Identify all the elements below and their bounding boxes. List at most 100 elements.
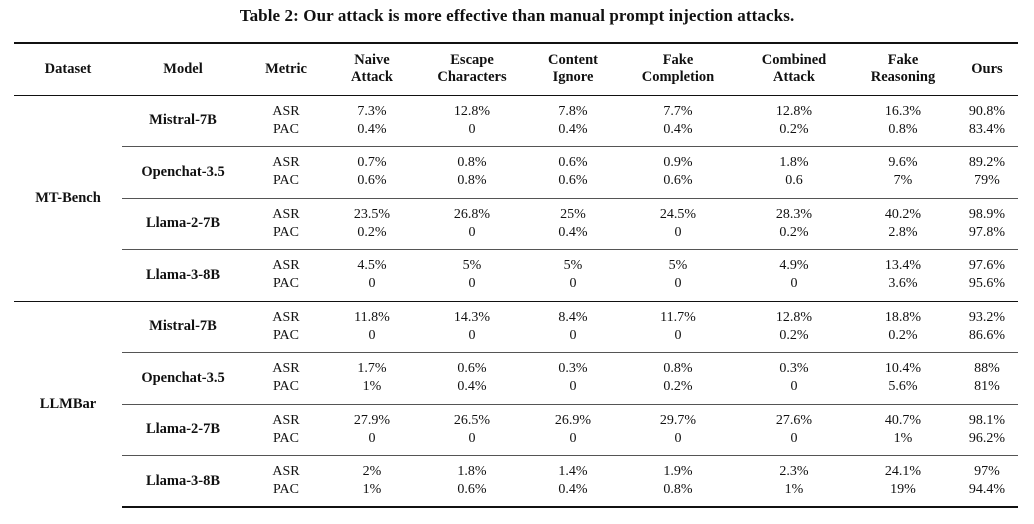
header-model: Model bbox=[163, 60, 203, 77]
pac-value: 0 bbox=[790, 276, 798, 292]
value-cell: 27.6% 0 bbox=[738, 403, 850, 456]
value-cell: 5% 0 bbox=[618, 249, 738, 301]
value-cell: 12.8% 0 bbox=[416, 95, 528, 147]
pac-value: 0 bbox=[569, 327, 577, 343]
pac-value: 0.2% bbox=[779, 327, 809, 343]
asr-value: 24.5% bbox=[659, 206, 697, 222]
pac-value: 1% bbox=[362, 482, 382, 497]
pac-value: 0 bbox=[468, 430, 476, 446]
value-cell: 12.8% 0.2% bbox=[738, 95, 850, 147]
value-cell: 1.4% 0.4% bbox=[528, 455, 618, 508]
header-escape-characters: Escape Characters bbox=[437, 52, 507, 86]
value-cell: 28.3% 0.2% bbox=[738, 197, 850, 250]
model-cell: Llama-2-7B bbox=[122, 197, 244, 250]
asr-value: 5% bbox=[462, 258, 482, 274]
asr-value: 98.9% bbox=[968, 206, 1006, 222]
value-cell: 5% 0 bbox=[416, 249, 528, 301]
table-row: Llama-2-7B ASR PAC 23.5% 0.2% 26.8% 0 25% 0.4% 24… bbox=[14, 197, 1018, 250]
value-cell: 16.3% 0.8% bbox=[850, 95, 956, 147]
metric-asr-label: ASR bbox=[272, 412, 300, 428]
metric-asr-label: ASR bbox=[272, 103, 300, 119]
value-cell: 97.6% 95.6% bbox=[956, 249, 1018, 301]
value-cell: 29.7% 0 bbox=[618, 403, 738, 456]
value-cell: 26.5% 0 bbox=[416, 403, 528, 456]
metric-asr-label: ASR bbox=[272, 206, 300, 222]
header-dataset: Dataset bbox=[44, 60, 92, 77]
model-cell: Llama-2-7B bbox=[122, 403, 244, 456]
value-cell: 4.5% 0 bbox=[328, 249, 416, 301]
value-cell: 8.4% 0 bbox=[528, 300, 618, 353]
metric-cell: ASR PAC bbox=[244, 249, 328, 301]
table-row: Openchat-3.5 ASR PAC 1.7% 1% 0.6% 0.4% 0.3% 0 0.8… bbox=[14, 352, 1018, 404]
pac-value: 0.8% bbox=[888, 121, 918, 137]
pac-value: 81% bbox=[974, 379, 1000, 395]
pac-value: 0.6% bbox=[663, 173, 693, 189]
pac-value: 0.6% bbox=[357, 173, 387, 189]
value-cell: 1.9% 0.8% bbox=[618, 455, 738, 508]
asr-value: 11.8% bbox=[354, 309, 390, 325]
pac-value: 0 bbox=[468, 121, 476, 137]
asr-value: 11.7% bbox=[660, 309, 696, 325]
metric-cell: ASR PAC bbox=[244, 455, 328, 508]
pac-value: 0.2% bbox=[779, 121, 809, 137]
model-cell: Mistral-7B bbox=[122, 300, 244, 353]
pac-value: 0.8% bbox=[663, 482, 693, 497]
value-cell: 4.9% 0 bbox=[738, 249, 850, 301]
metric-asr-label: ASR bbox=[272, 464, 300, 479]
pac-value: 0 bbox=[674, 224, 682, 240]
header-fake-completion: Fake Completion bbox=[641, 52, 715, 86]
header-ours: Ours bbox=[971, 60, 1003, 77]
value-cell: 11.7% 0 bbox=[618, 300, 738, 353]
asr-value: 97.6% bbox=[968, 258, 1006, 274]
value-cell: 18.8% 0.2% bbox=[850, 300, 956, 353]
pac-value: 0 bbox=[674, 327, 682, 343]
pac-value: 0.4% bbox=[558, 121, 588, 137]
pac-value: 86.6% bbox=[968, 327, 1006, 343]
asr-value: 1.9% bbox=[663, 464, 693, 479]
metric-pac-label: PAC bbox=[273, 482, 299, 497]
asr-value: 27.9% bbox=[353, 412, 391, 428]
asr-value: 0.3% bbox=[779, 361, 809, 377]
asr-value: 89.2% bbox=[968, 155, 1006, 171]
value-cell: 40.2% 2.8% bbox=[850, 197, 956, 250]
asr-value: 9.6% bbox=[888, 155, 918, 171]
metric-pac-label: PAC bbox=[273, 173, 299, 189]
value-cell: 24.1% 19% bbox=[850, 455, 956, 508]
value-cell: 98.9% 97.8% bbox=[956, 197, 1018, 250]
asr-value: 7.8% bbox=[558, 103, 588, 119]
asr-value: 4.5% bbox=[357, 258, 387, 274]
asr-value: 40.2% bbox=[884, 206, 922, 222]
pac-value: 0.6% bbox=[457, 482, 487, 497]
table-caption: Table 2: Our attack is more effective th… bbox=[239, 6, 795, 25]
asr-value: 0.6% bbox=[457, 361, 487, 377]
pac-value: 2.8% bbox=[888, 224, 918, 240]
asr-value: 0.3% bbox=[558, 361, 588, 377]
model-cell: Llama-3-8B bbox=[122, 249, 244, 301]
value-cell: 7.3% 0.4% bbox=[328, 95, 416, 147]
metric-cell: ASR PAC bbox=[244, 352, 328, 404]
value-cell: 90.8% 83.4% bbox=[956, 95, 1018, 147]
asr-value: 0.8% bbox=[663, 361, 693, 377]
value-cell: 27.9% 0 bbox=[328, 403, 416, 456]
value-cell: 14.3% 0 bbox=[416, 300, 528, 353]
value-cell: 0.6% 0.4% bbox=[416, 352, 528, 404]
model-cell: Openchat-3.5 bbox=[122, 146, 244, 198]
table-row: Llama-2-7B ASR PAC 27.9% 0 26.5% 0 26.9% 0 29.7% 0… bbox=[14, 403, 1018, 456]
value-cell: 93.2% 86.6% bbox=[956, 300, 1018, 353]
pac-value: 0.2% bbox=[779, 224, 809, 240]
asr-value: 14.3% bbox=[453, 309, 491, 325]
asr-value: 8.4% bbox=[558, 309, 588, 325]
pac-value: 83.4% bbox=[968, 121, 1006, 137]
metric-cell: ASR PAC bbox=[244, 300, 328, 353]
value-cell: 26.9% 0 bbox=[528, 403, 618, 456]
asr-value: 10.4% bbox=[884, 361, 922, 377]
asr-value: 0.7% bbox=[357, 155, 387, 171]
metric-pac-label: PAC bbox=[273, 224, 299, 240]
header-row: Dataset Model Metric Naive Attack Escape… bbox=[14, 43, 1018, 95]
pac-value: 0.2% bbox=[663, 379, 693, 395]
pac-value: 0.4% bbox=[663, 121, 693, 137]
asr-value: 27.6% bbox=[775, 412, 813, 428]
value-cell: 0.8% 0.2% bbox=[618, 352, 738, 404]
metric-asr-label: ASR bbox=[272, 155, 300, 171]
pac-value: 0.4% bbox=[357, 121, 387, 137]
